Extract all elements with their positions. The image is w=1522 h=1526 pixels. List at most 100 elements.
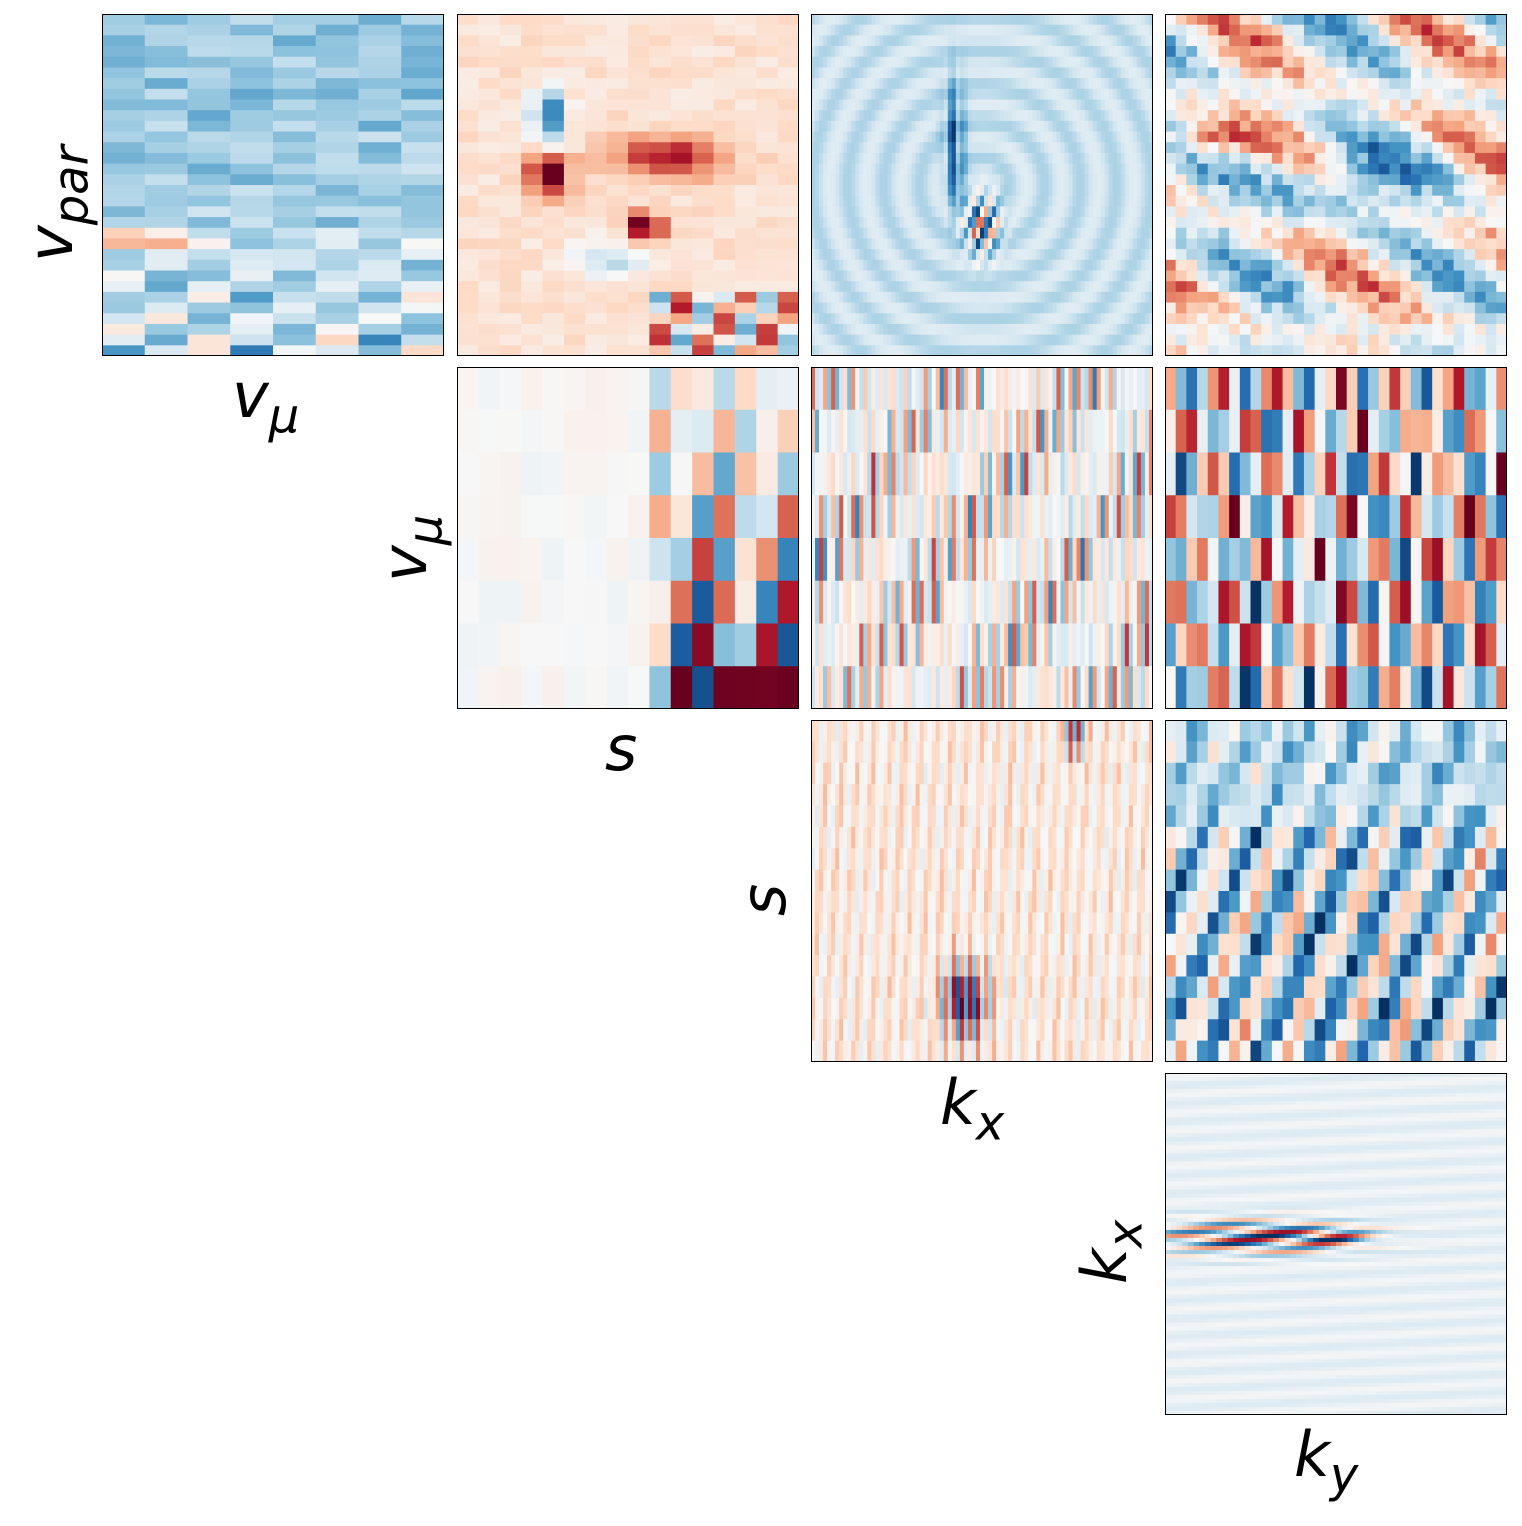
heatmap-cell	[585, 174, 608, 186]
heatmap-cell	[915, 99, 921, 111]
heatmap-cell	[867, 24, 872, 36]
heatmap-cell	[1052, 174, 1058, 186]
heatmap-cell	[839, 110, 844, 122]
heatmap-cell	[819, 281, 824, 293]
heatmap-cell	[839, 152, 844, 165]
heatmap-cell	[542, 110, 565, 122]
heatmap-cell	[879, 281, 885, 293]
heatmap-cell	[1004, 281, 1009, 293]
heatmap-cell	[478, 452, 501, 496]
heatmap-cell	[1282, 313, 1294, 325]
heatmap-cell	[1020, 46, 1025, 58]
heatmap-cell	[1044, 24, 1049, 36]
heatmap-cell	[891, 163, 897, 175]
heatmap-cell	[1016, 291, 1021, 304]
heatmap-cell	[1453, 249, 1465, 261]
heatmap-cell	[1271, 195, 1284, 207]
heatmap-cell	[939, 249, 945, 261]
heatmap-cell	[1024, 249, 1029, 261]
heatmap-cell	[1032, 14, 1037, 26]
heatmap-cell	[947, 227, 953, 240]
heatmap-cell	[1140, 323, 1146, 336]
heatmap-cell	[563, 67, 586, 79]
heatmap-cell	[734, 623, 757, 667]
heatmap-cell	[1432, 323, 1444, 336]
heatmap-cell	[851, 110, 856, 122]
heatmap-cell	[951, 302, 957, 314]
heatmap-cell	[1496, 24, 1507, 36]
heatmap-cell	[756, 99, 779, 111]
heatmap-cell	[1028, 174, 1033, 186]
heatmap-cell	[1108, 46, 1114, 58]
heatmap-cell	[919, 227, 925, 240]
heatmap-cell	[713, 452, 736, 496]
heatmap-cell	[777, 195, 799, 207]
heatmap-cell	[899, 259, 905, 272]
heatmap-cell	[1128, 334, 1134, 346]
heatmap-cell	[628, 110, 650, 122]
heatmap-cell	[1197, 88, 1209, 101]
heatmap-cell	[1128, 110, 1134, 122]
heatmap-cell	[670, 345, 693, 356]
heatmap-cell	[1140, 367, 1146, 411]
heatmap-cell	[1207, 174, 1220, 186]
heatmap-cell	[1052, 67, 1058, 79]
heatmap-cell	[931, 163, 937, 175]
heatmap-cell	[1104, 195, 1110, 207]
heatmap-cell	[1004, 99, 1009, 111]
heatmap-cell	[1229, 334, 1241, 346]
heatmap-cell	[628, 99, 650, 111]
heatmap-cell	[1124, 142, 1130, 154]
heatmap-cell	[1040, 56, 1045, 69]
heatmap-cell	[919, 313, 925, 325]
heatmap-cell	[984, 56, 989, 69]
heatmap-cell	[839, 217, 844, 229]
heatmap-cell	[1044, 302, 1049, 314]
heatmap-cell	[777, 174, 799, 186]
heatmap-cell	[871, 345, 876, 356]
heatmap-cell	[273, 302, 317, 314]
heatmap-cell	[931, 185, 937, 197]
heatmap-cell	[811, 217, 816, 229]
heatmap-cell	[1068, 195, 1074, 207]
heatmap-cell	[1175, 238, 1187, 250]
heatmap-cell	[939, 313, 945, 325]
heatmap-cell	[975, 24, 981, 36]
heatmap-cell	[967, 195, 973, 207]
heatmap-cell	[935, 46, 941, 58]
heatmap-cell	[1464, 313, 1476, 325]
heatmap-cell	[1474, 131, 1487, 143]
heatmap-cell	[315, 35, 360, 47]
heatmap-cell	[1136, 323, 1142, 336]
heatmap-cell	[992, 78, 997, 90]
heatmap-cell	[823, 88, 828, 101]
heatmap-cell	[883, 409, 889, 454]
heatmap-cell	[819, 35, 824, 47]
heatmap-cell	[815, 302, 820, 314]
heatmap-cell	[1197, 163, 1209, 175]
heatmap-cell	[1088, 110, 1094, 122]
heatmap-cell	[847, 185, 852, 197]
heatmap-cell	[823, 227, 828, 240]
heatmap-cell	[315, 238, 360, 250]
heatmap-cell	[230, 174, 274, 186]
heatmap-cell	[1116, 24, 1122, 36]
heatmap-cell	[1132, 152, 1138, 165]
heatmap-cell	[1048, 163, 1054, 175]
heatmap-cell	[1261, 323, 1273, 336]
heatmap-cell	[1088, 185, 1094, 197]
heatmap-cell	[1060, 110, 1066, 122]
heatmap-cell	[823, 24, 828, 36]
heatmap-cell	[756, 452, 779, 496]
heatmap-cell	[1325, 152, 1337, 165]
heatmap-cell	[847, 163, 852, 175]
heatmap-cell	[875, 281, 880, 293]
heatmap-cell	[871, 367, 876, 411]
heatmap-cell	[879, 131, 885, 143]
heatmap-cell	[585, 14, 608, 26]
heatmap-cell	[963, 270, 969, 282]
heatmap-cell	[935, 409, 941, 454]
heatmap-cell	[315, 120, 360, 133]
heatmap-cell	[1008, 281, 1013, 293]
heatmap-cell	[859, 131, 864, 143]
